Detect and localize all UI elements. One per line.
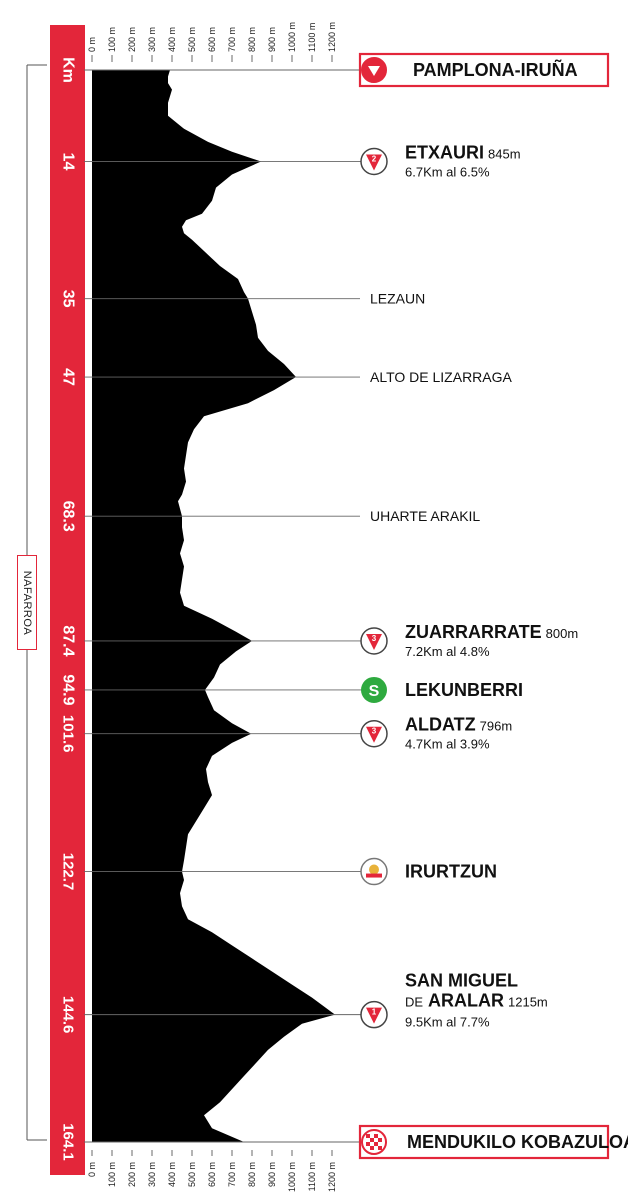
waypoint-name: PAMPLONA-IRUÑA xyxy=(413,59,578,80)
km-label: 164.1 xyxy=(60,1123,77,1161)
svg-text:3: 3 xyxy=(372,727,377,736)
waypoint-altitude: 1215m xyxy=(508,995,548,1010)
waypoint-name: ZUARRARRATE xyxy=(405,622,542,642)
alt-tick-label: 600 m xyxy=(207,1162,217,1187)
alt-tick-label: 1000 m xyxy=(287,22,297,52)
waypoint-altitude: 800m xyxy=(546,626,579,641)
svg-text:3: 3 xyxy=(372,634,377,643)
cat-3-climb-icon: 3 xyxy=(360,627,388,655)
waypoint-name-line2: ARALAR xyxy=(428,991,504,1011)
top-altitude-axis: 0 m 100 m 200 m 300 m 400 m 500 m 600 m 700 m 80… xyxy=(87,22,337,62)
alt-tick-label: 0 m xyxy=(87,1162,97,1177)
climb-stats: 7.2Km al 4.8% xyxy=(405,644,490,659)
alt-tick-label: 1100 m xyxy=(307,1162,317,1191)
redbull-icon xyxy=(360,857,388,886)
km-bar xyxy=(50,25,85,1175)
svg-text:2: 2 xyxy=(372,154,377,163)
alt-tick-label: 400 m xyxy=(167,1162,177,1187)
alt-tick-label: 0 m xyxy=(87,37,97,52)
waypoint-name: LEZAUN xyxy=(370,291,425,307)
km-label: 122.7 xyxy=(60,853,77,891)
alt-tick-label: 100 m xyxy=(107,27,117,52)
bottom-altitude-axis: 0 m 100 m 200 m 300 m 400 m 500 m 600 m 700 m 80… xyxy=(87,1150,337,1192)
alt-tick-label: 400 m xyxy=(167,27,177,52)
alt-tick-label: 300 m xyxy=(147,1162,157,1187)
cat-1-climb-icon: 1 xyxy=(360,1000,388,1029)
waypoint-altitude: 845m xyxy=(488,146,521,161)
waypoint-name: MENDUKILO KOBAZULOA xyxy=(407,1132,628,1152)
alt-tick-label: 100 m xyxy=(107,1162,117,1187)
km-label: 101.6 xyxy=(60,715,77,753)
waypoint-name: ALDATZ xyxy=(405,715,476,735)
km-label: 94.9 xyxy=(59,674,76,705)
start-box xyxy=(358,52,610,88)
climb-stats: 6.7Km al 6.5% xyxy=(405,164,490,179)
alt-tick-label: 200 m xyxy=(127,1162,137,1187)
alt-tick-label: 1200 m xyxy=(327,1162,337,1192)
sprint-icon: S xyxy=(361,676,387,703)
finish-box xyxy=(358,1124,610,1160)
alt-tick-label: 1000 m xyxy=(287,1162,297,1192)
waypoint-name: IRURTZUN xyxy=(405,862,497,882)
climb-stats: 4.7Km al 3.9% xyxy=(405,737,490,752)
alt-tick-label: 500 m xyxy=(187,27,197,52)
alt-tick-label: 1200 m xyxy=(327,22,337,52)
km-label: Km xyxy=(59,57,76,83)
svg-text:1: 1 xyxy=(372,1008,377,1017)
waypoint-name: LEKUNBERRI xyxy=(405,680,523,700)
km-label: 14 xyxy=(59,153,76,171)
km-label: 47 xyxy=(59,368,76,386)
cat-3-climb-icon: 3 xyxy=(360,719,388,748)
waypoint-name: ALTO DE LIZARRAGA xyxy=(370,369,513,385)
alt-tick-label: 700 m xyxy=(227,1162,237,1187)
alt-tick-label: 900 m xyxy=(267,27,277,52)
region-label: NAFARROA xyxy=(21,570,33,635)
waypoint-name: UHARTE ARAKIL xyxy=(370,508,480,524)
waypoint-name-prefix: DE xyxy=(405,995,423,1010)
km-label: 35 xyxy=(59,290,76,308)
alt-tick-label: 500 m xyxy=(187,1162,197,1187)
region-label-box: NAFARROA xyxy=(17,555,37,650)
cat-2-climb-icon: 2 xyxy=(360,147,388,176)
km-label: 68.3 xyxy=(59,501,76,532)
alt-tick-label: 200 m xyxy=(127,27,137,52)
waypoint-markers: Km PAMPLONA-IRUÑA 14 2 ETXAURI 845m 6.7Km al 6… xyxy=(59,52,628,1161)
alt-tick-label: 900 m xyxy=(267,1162,277,1187)
climb-stats: 9.5Km al 7.7% xyxy=(405,1015,490,1030)
elevation-profile-area xyxy=(92,70,335,1142)
finish-icon xyxy=(361,1129,387,1155)
alt-tick-label: 600 m xyxy=(207,27,217,52)
waypoint-altitude: 796m xyxy=(480,719,513,734)
alt-tick-label: 800 m xyxy=(247,27,257,52)
alt-tick-label: 1100 m xyxy=(307,23,317,52)
alt-tick-label: 700 m xyxy=(227,27,237,52)
alt-tick-label: 300 m xyxy=(147,27,157,52)
start-icon xyxy=(361,57,387,83)
km-label: 87.4 xyxy=(59,625,76,656)
alt-tick-label: 800 m xyxy=(247,1162,257,1187)
waypoint-name: ETXAURI xyxy=(405,142,484,162)
km-label: 144.6 xyxy=(60,996,77,1034)
waypoint-name: SAN MIGUEL xyxy=(405,971,518,991)
svg-text:S: S xyxy=(369,683,380,700)
